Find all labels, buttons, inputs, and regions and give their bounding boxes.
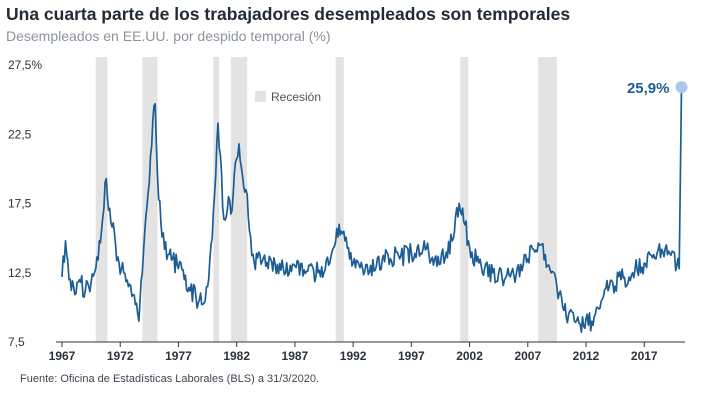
y-tick-label: 17,5 (8, 197, 32, 211)
series-layer (61, 87, 683, 334)
x-tick-label: 2012 (573, 349, 600, 363)
y-tick-label: 27,5% (8, 58, 42, 72)
peak-marker (675, 81, 688, 94)
chart-subtitle: Desempleados en EE.UU. por despido tempo… (6, 28, 331, 44)
series-line-1 (61, 87, 683, 334)
chart-title: Una cuarta parte de los trabajadores des… (6, 4, 571, 24)
recession-band-3 (213, 57, 220, 342)
recession-band-6 (460, 57, 469, 342)
x-tick-label: 1967 (49, 349, 76, 363)
legend-swatch-recession (255, 91, 266, 102)
legend-label-recession: Recesión (271, 90, 321, 104)
recession-band-1 (95, 57, 108, 342)
x-tick-label: 1972 (107, 349, 134, 363)
recession-band-2 (142, 57, 158, 342)
x-tick-label: 1992 (340, 349, 367, 363)
x-tick-label: 1977 (165, 349, 192, 363)
recession-bands (95, 57, 557, 342)
source-note: Fuente: Oficina de Estadísticas Laborale… (20, 373, 320, 385)
x-tick-label: 2007 (514, 349, 541, 363)
y-tick-label: 12,5 (8, 266, 32, 280)
axes: 7,5 12,5 17,5 22,5 27,5% 1967 1972 1977 1982 1987… (8, 58, 685, 363)
recession-band-4 (230, 57, 248, 342)
legend: Recesión (255, 90, 321, 104)
peak-value-label: 25,9% (627, 80, 670, 97)
x-tick-label: 2002 (456, 349, 483, 363)
y-tick-label: 22,5 (8, 127, 32, 141)
x-tick-label: 2017 (631, 349, 658, 363)
x-tick-label: 1987 (282, 349, 309, 363)
annotation: 25,9% (627, 80, 688, 97)
x-tick-label: 1982 (223, 349, 250, 363)
recession-band-7 (538, 57, 557, 342)
recession-band-5 (335, 57, 344, 342)
y-tick-label: 7,5 (8, 335, 25, 349)
x-tick-label: 1997 (398, 349, 425, 363)
